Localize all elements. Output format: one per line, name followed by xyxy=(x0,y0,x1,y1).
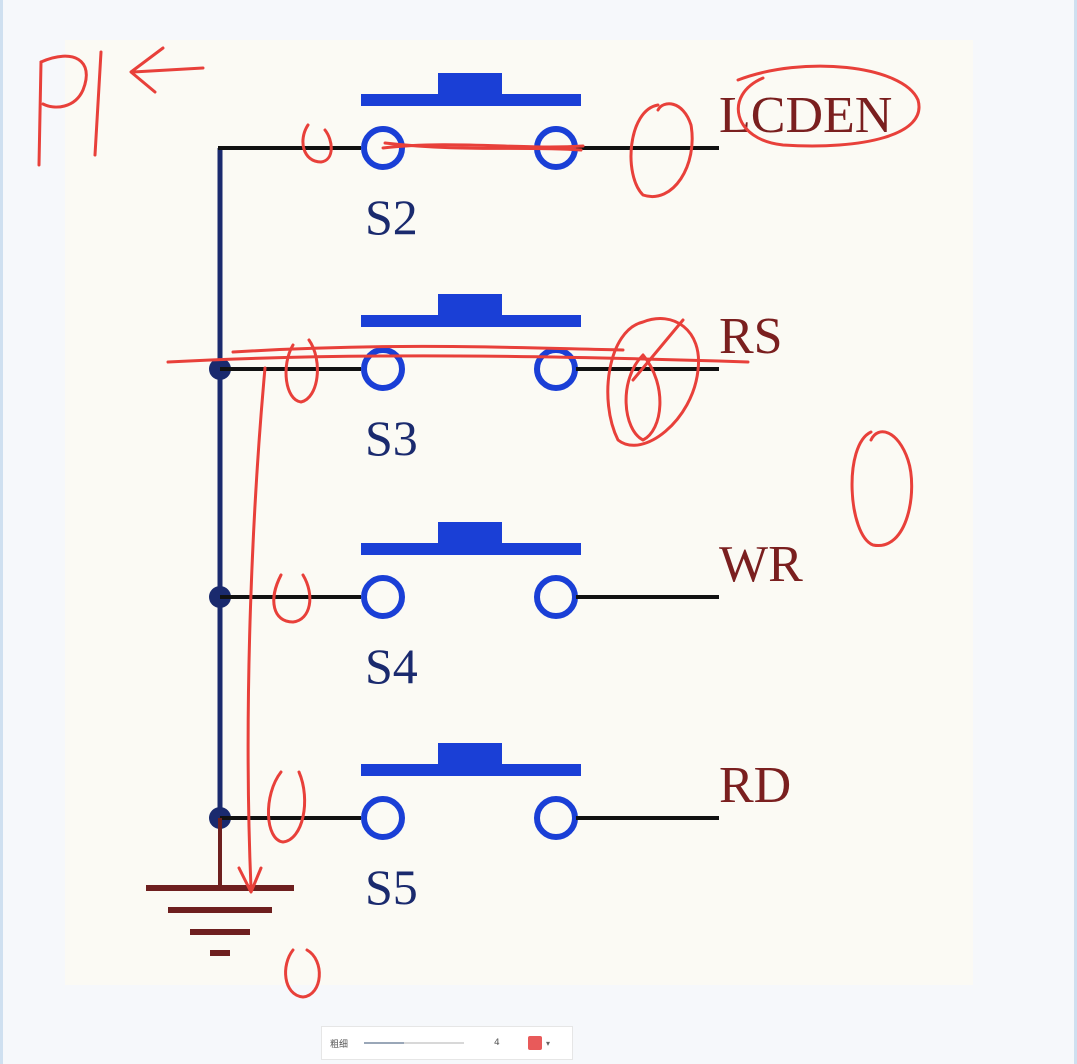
switch-contact-left xyxy=(361,575,405,619)
annotation-zero-mark xyxy=(272,573,312,624)
annotation-zero-mark xyxy=(267,770,307,844)
annotation-zero-mark xyxy=(284,338,319,404)
switch-contact-right xyxy=(534,347,578,391)
switch-s5: S5 RD xyxy=(361,743,791,915)
annotation-circle-lcden xyxy=(736,64,921,148)
switch-s3: S3 RS xyxy=(361,294,783,466)
pen-width-slider[interactable] xyxy=(364,1042,464,1044)
annotation-p1-text: P1 xyxy=(43,112,55,123)
ground-icon xyxy=(146,885,294,956)
switch-plunger-bar xyxy=(361,94,581,106)
net-label-lcden: LCDEN xyxy=(719,87,892,144)
switch-plunger-bar xyxy=(361,764,581,776)
annotation-zero-mark xyxy=(624,353,662,442)
annotation-strike xyxy=(231,344,625,354)
switch-label: S3 xyxy=(365,410,418,466)
switch-s4: S4 WR xyxy=(361,522,803,694)
annotation-zero-mark xyxy=(284,948,321,999)
annotation-arrow-icon xyxy=(129,46,165,94)
pen-width-slider-fill xyxy=(364,1042,404,1044)
switch-label: S4 xyxy=(365,638,418,694)
pen-toolbar: 粗细 4 ▾ xyxy=(321,1026,573,1060)
annotation-p1-letters xyxy=(37,50,103,167)
pushbutton-switches: S2 LCDEN S3 RS S4 WR S5 RD xyxy=(361,73,892,915)
annotation-arrow-down-icon xyxy=(237,866,263,894)
pen-color-swatch[interactable] xyxy=(528,1036,542,1050)
switch-label: S2 xyxy=(365,189,418,245)
switch-label: S5 xyxy=(365,859,418,915)
pen-annotations xyxy=(37,46,921,999)
switch-plunger-cap xyxy=(438,743,502,765)
switch-plunger-cap xyxy=(438,73,502,95)
annotation-zero-mark xyxy=(850,430,914,547)
pen-width-label: 粗细 xyxy=(330,1039,349,1050)
annotation-zero-mark xyxy=(629,102,694,199)
annotation-strike xyxy=(383,141,583,152)
net-label-rd: RD xyxy=(719,757,791,814)
annotation-zero-mark xyxy=(606,317,701,447)
switch-contact-left xyxy=(361,796,405,840)
annotation-flow-line xyxy=(246,366,267,890)
annotation-arrow-icon xyxy=(131,66,205,74)
net-label-wr: WR xyxy=(719,536,803,593)
net-label-rs: RS xyxy=(719,308,783,365)
switch-plunger-cap xyxy=(438,522,502,544)
switch-plunger-bar xyxy=(361,543,581,555)
pen-width-value: 4 xyxy=(494,1038,500,1048)
switch-contact-left xyxy=(361,347,405,391)
switch-plunger-cap xyxy=(438,294,502,316)
annotation-zero-mark xyxy=(301,123,333,164)
schematic-canvas: S2 LCDEN S3 RS S4 WR S5 RD xyxy=(37,40,973,999)
switch-contact-right xyxy=(534,575,578,619)
chevron-down-icon[interactable]: ▾ xyxy=(546,1038,551,1048)
switch-contact-right xyxy=(534,796,578,840)
switch-plunger-bar xyxy=(361,315,581,327)
schematic-paper xyxy=(65,40,973,985)
annotation-strike xyxy=(631,318,685,382)
switch-s2: S2 LCDEN xyxy=(361,73,892,245)
annotation-strike xyxy=(166,354,750,364)
